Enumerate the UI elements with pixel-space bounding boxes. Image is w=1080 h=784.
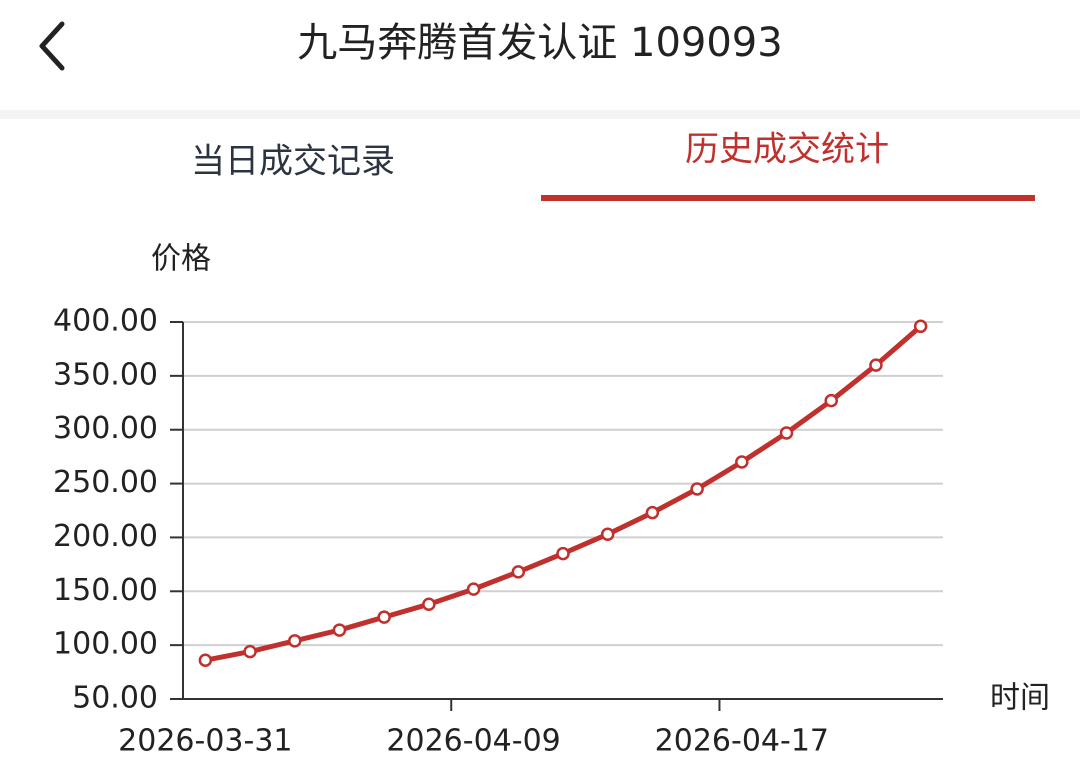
point: [243, 644, 257, 659]
y-tick-label: 250.00: [53, 465, 158, 500]
point: [511, 565, 526, 579]
y-tick-label: 100.00: [53, 627, 158, 662]
point: [377, 610, 391, 624]
tab[interactable]: 当日成交记录: [191, 142, 395, 182]
x-axis-label: 时间: [990, 681, 1050, 716]
y-tick-label: 50.00: [72, 681, 158, 716]
x-tick-label: 2026-03-31: [118, 724, 292, 759]
page-title: 九马奔腾首发认证 109093: [297, 20, 782, 66]
tab-active[interactable]: 历史成交统计: [685, 130, 889, 170]
point: [779, 426, 794, 440]
y-axis-label: 价格: [151, 242, 211, 277]
tab-underline: [541, 195, 1035, 201]
point: [735, 455, 749, 469]
y-tick-label: 350.00: [53, 357, 158, 392]
y-tick-label: 200.00: [53, 519, 158, 554]
point: [288, 634, 302, 648]
point: [422, 597, 436, 611]
point: [600, 527, 615, 541]
point: [869, 358, 883, 372]
separator: [0, 110, 1080, 119]
point: [913, 319, 928, 334]
point: [690, 482, 704, 496]
x-tick-label: 2026-04-17: [655, 724, 829, 759]
x-tick-label: 2026-04-09: [386, 724, 560, 759]
y-tick-label: 150.00: [53, 573, 158, 608]
y-tick-label: 400.00: [53, 304, 158, 339]
point: [824, 393, 838, 408]
point: [466, 582, 481, 596]
y-tick-label: 300.00: [53, 411, 158, 446]
point: [332, 623, 347, 637]
point: [645, 505, 660, 520]
point: [198, 653, 213, 667]
point: [556, 546, 570, 561]
back-button[interactable]: [39, 21, 65, 71]
